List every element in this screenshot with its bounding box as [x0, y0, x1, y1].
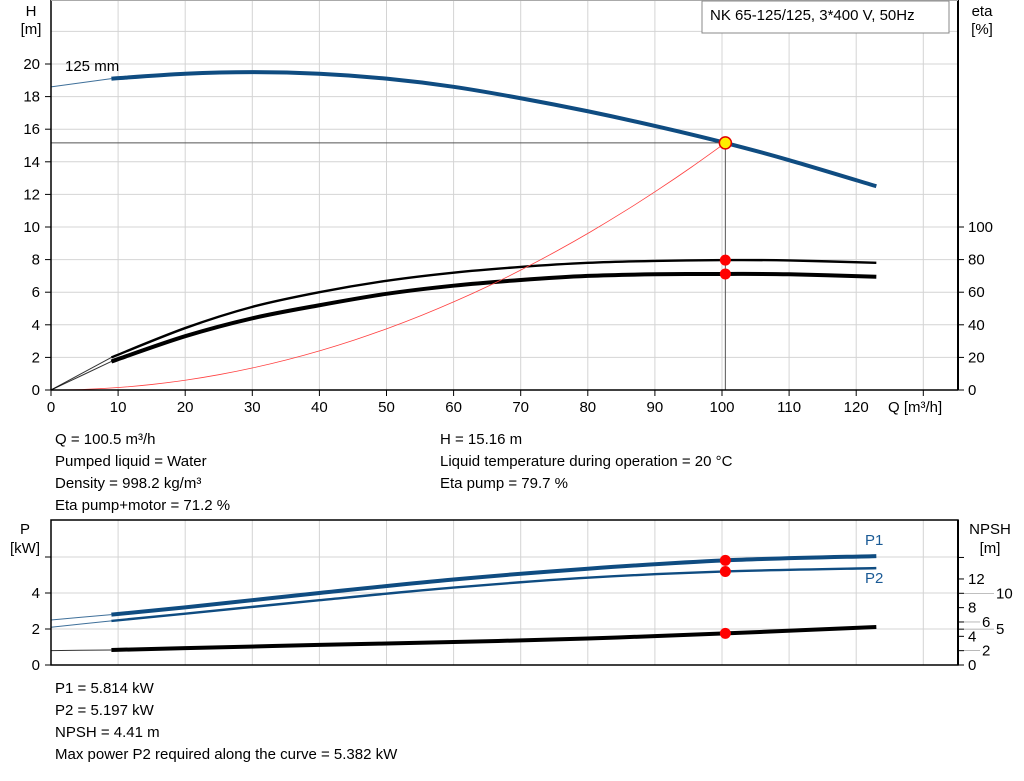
info-top-left: Q = 100.5 m³/h Pumped liquid = Water Den…: [55, 429, 230, 517]
eta-tick-label: 40: [968, 317, 985, 334]
x-tick-label: 40: [311, 399, 328, 416]
info-p1: P1 = 5.814 kW: [55, 680, 154, 697]
npsh-tick-label: 4: [968, 628, 976, 645]
npsh-axis-unit: [m]: [980, 540, 1001, 557]
npsh-tick-label: 8: [968, 600, 976, 617]
p-axis-label: P: [20, 521, 30, 538]
h-tick-label: 8: [32, 252, 40, 269]
info-flow: Q = 100.5 m³/h: [55, 431, 156, 448]
info-density: Density = 998.2 kg/m³: [55, 475, 202, 492]
curve-H-extension: [50, 78, 112, 88]
h-tick-label: 10: [23, 219, 40, 236]
h-tick-label: 4: [32, 317, 40, 334]
npsh-tick-label: 6: [982, 614, 990, 631]
npsh-tick-label: 0: [968, 657, 976, 674]
eta-pump-motor-point: [719, 268, 731, 280]
curve-P2-extension: [50, 620, 112, 628]
h-tick-label: 18: [23, 89, 40, 106]
x-tick-label: 80: [579, 399, 596, 416]
h-tick-label: 16: [23, 121, 40, 138]
info-eta-pump: Eta pump = 79.7 %: [440, 475, 568, 492]
x-tick-label: 90: [647, 399, 664, 416]
x-tick-label: 0: [47, 399, 55, 416]
curve-H: [111, 70, 877, 189]
p-tick-label: 4: [32, 585, 40, 602]
x-tick-label: 30: [244, 399, 261, 416]
p1-curve-label: P1: [865, 532, 883, 549]
eta-axis-label: eta: [972, 3, 994, 20]
curve-eta_pump-extension: [50, 356, 112, 391]
curve-system: [50, 142, 726, 391]
x-tick-label: 60: [445, 399, 462, 416]
info-npsh: NPSH = 4.41 m: [55, 724, 160, 741]
eta-axis-unit: [%]: [971, 21, 993, 38]
axes: 0 10 20 30 40 50 60 70 80 90 100 110 120024681012141…: [23, 0, 1013, 674]
curve-eta_pump: [110, 258, 877, 359]
x-tick-label: 100: [709, 399, 734, 416]
eta-tick-label: 60: [968, 284, 985, 301]
x-tick-label: 120: [844, 399, 869, 416]
x-tick-label: 50: [378, 399, 395, 416]
npsh-tick-label: 5: [996, 621, 1004, 638]
npsh-tick-label: 2: [982, 643, 990, 660]
x-tick-label: 110: [777, 399, 801, 416]
h-axis-label: H: [26, 3, 37, 20]
eta-tick-label: 20: [968, 349, 985, 366]
p2-operating-point: [719, 565, 731, 577]
info-temperature: Liquid temperature during operation = 20…: [440, 453, 733, 470]
npsh-axis-label: NPSH: [969, 521, 1011, 538]
h-axis-unit: [m]: [21, 21, 42, 38]
p2-curve-label: P2: [865, 570, 883, 587]
eta-tick-label: 80: [968, 252, 985, 269]
x-tick-label: 10: [110, 399, 127, 416]
curve-NPSH-extension: [50, 649, 112, 652]
h-tick-label: 12: [23, 186, 40, 203]
curve-eta_pump_motor: [110, 271, 877, 364]
eta-pump-point: [719, 254, 731, 266]
bottom-chart-grid: [51, 520, 958, 665]
q-axis-label: Q [m³/h]: [888, 399, 942, 416]
h-tick-label: 2: [32, 349, 40, 366]
info-p2: P2 = 5.197 kW: [55, 702, 154, 719]
bottom-chart-series: [50, 554, 877, 652]
h-tick-label: 14: [23, 154, 40, 171]
h-tick-label: 0: [32, 382, 40, 399]
info-bottom: P1 = 5.814 kW P2 = 5.197 kW NPSH = 4.41 …: [55, 678, 397, 766]
impeller-label: 125 mm: [65, 58, 119, 75]
info-liquid: Pumped liquid = Water: [55, 453, 207, 470]
h-tick-label: 6: [32, 284, 40, 301]
p-tick-label: 0: [32, 657, 40, 674]
npsh-tick-label: 12: [968, 571, 985, 588]
x-tick-label: 70: [512, 399, 529, 416]
x-tick-label: 20: [177, 399, 194, 416]
info-eta-pump-motor: Eta pump+motor = 71.2 %: [55, 497, 231, 514]
title-box: [701, 0, 950, 34]
npsh-operating-point: [719, 627, 731, 639]
top-chart-grid: [51, 0, 958, 390]
eta-tick-label: 100: [968, 219, 993, 236]
top-chart-series: [50, 70, 877, 391]
npsh-tick-label: 10: [996, 585, 1013, 602]
p-tick-label: 2: [32, 621, 40, 638]
info-head: H = 15.16 m: [440, 431, 523, 448]
p-axis-unit: [kW]: [10, 540, 40, 557]
info-max-p2: Max power P2 required along the curve = …: [55, 746, 398, 763]
curve-eta_pump_motor-extension: [50, 361, 112, 391]
operating-point: [718, 136, 733, 150]
curve-NPSH: [111, 625, 877, 652]
eta-tick-label: 0: [968, 382, 976, 399]
info-top-right: H = 15.16 m Liquid temperature during op…: [440, 429, 732, 495]
p1-operating-point: [719, 554, 731, 566]
pump-title: NK 65-125/125, 3*400 V, 50Hz: [710, 7, 915, 24]
h-tick-label: 20: [23, 56, 40, 73]
curve-P1-extension: [50, 614, 112, 621]
